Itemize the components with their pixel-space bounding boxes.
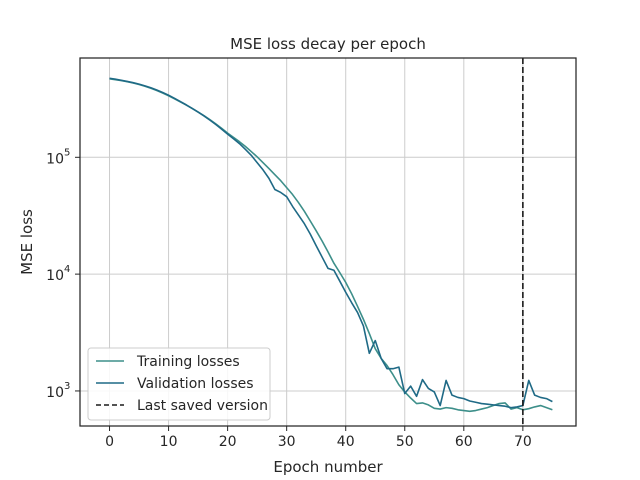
x-tick-label: 10 <box>160 434 178 450</box>
x-axis-ticks: 0 10 20 30 40 50 60 70 <box>105 426 532 450</box>
chart-title: MSE loss decay per epoch <box>230 35 426 53</box>
legend: Training losses Validation losses Last s… <box>87 347 271 421</box>
validation-loss-line <box>109 77 553 409</box>
y-tick-exponent: 5 <box>64 147 70 158</box>
series-layer <box>109 58 553 426</box>
x-tick-label: 40 <box>337 434 355 450</box>
y-tick-exponent: 3 <box>64 381 70 392</box>
y-tick-label: 10 <box>46 268 64 284</box>
x-tick-label: 50 <box>396 434 414 450</box>
legend-label-training: Training losses <box>136 354 240 370</box>
x-tick-label: 30 <box>278 434 296 450</box>
x-tick-label: 0 <box>105 434 114 450</box>
legend-label-last-saved: Last saved version <box>137 398 268 414</box>
x-tick-label: 60 <box>455 434 473 450</box>
y-axis-label: MSE loss <box>18 209 36 275</box>
y-tick-label: 10 <box>46 151 64 167</box>
x-axis-label: Epoch number <box>273 458 383 476</box>
legend-label-validation: Validation losses <box>137 376 254 392</box>
x-tick-label: 70 <box>514 434 532 450</box>
y-tick-exponent: 4 <box>64 264 70 275</box>
plot-frame <box>79 57 577 427</box>
legend-box <box>87 347 271 421</box>
x-tick-label: 20 <box>219 434 237 450</box>
y-tick-label: 10 <box>46 385 64 401</box>
